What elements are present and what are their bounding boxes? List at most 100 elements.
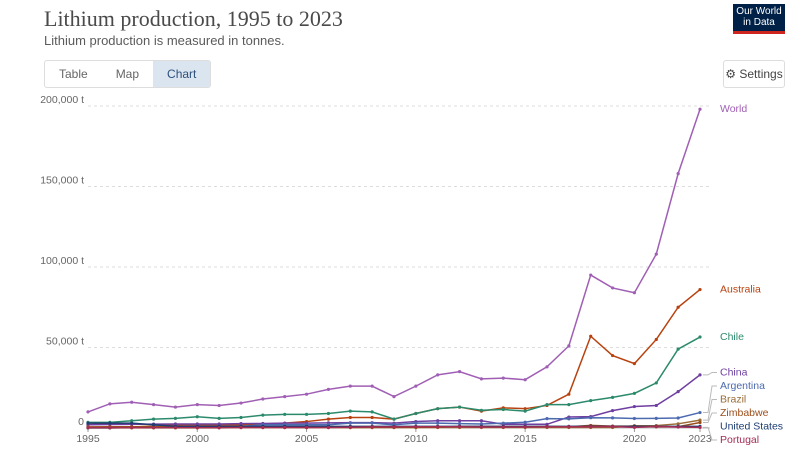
chart-subtitle: Lithium production is measured in tonnes… [44, 33, 285, 48]
logo[interactable]: Our World in Data [733, 4, 785, 34]
data-point [392, 417, 396, 421]
x-tick-label: 1995 [76, 433, 100, 445]
data-point [392, 395, 396, 399]
y-tick-label: 200,000 t [40, 94, 84, 106]
data-point [589, 425, 593, 429]
tab-map[interactable]: Map [115, 67, 140, 81]
data-point [414, 411, 418, 416]
data-point [589, 399, 593, 403]
data-point [676, 390, 680, 394]
data-point [654, 403, 658, 408]
data-point [676, 425, 680, 429]
series-line [88, 336, 701, 424]
data-point [610, 424, 615, 429]
data-point [217, 422, 221, 426]
data-point [261, 413, 265, 417]
data-point [589, 273, 593, 277]
data-point [698, 425, 702, 429]
data-point [676, 422, 680, 426]
label-connector [703, 426, 717, 441]
data-point [501, 421, 505, 425]
data-point [86, 426, 90, 430]
data-point [348, 421, 352, 425]
data-point [173, 422, 178, 426]
data-point [86, 410, 90, 414]
data-point [108, 421, 112, 425]
data-point [326, 411, 331, 416]
x-tick-label: 2000 [186, 433, 210, 445]
data-point [195, 422, 199, 426]
series-label: United States [720, 420, 783, 432]
data-point [217, 403, 221, 408]
data-point [457, 425, 462, 429]
data-point [370, 421, 374, 425]
data-point [545, 417, 549, 421]
data-point [239, 415, 243, 420]
data-point [501, 376, 505, 380]
data-point [370, 425, 374, 429]
data-point [479, 425, 484, 429]
series-label: World [720, 103, 747, 115]
data-point [173, 416, 178, 420]
data-point [632, 291, 637, 295]
data-point [151, 423, 156, 427]
data-point [130, 426, 134, 430]
data-point [523, 425, 527, 429]
data-point [654, 252, 658, 256]
data-point [545, 365, 549, 369]
y-tick-label: 0 [78, 416, 84, 428]
tab-chart[interactable]: Chart [153, 61, 211, 87]
data-point [567, 392, 571, 396]
data-point [436, 373, 440, 377]
data-point [195, 426, 199, 430]
data-point [610, 409, 615, 413]
label-connector [703, 412, 717, 424]
data-point [654, 416, 658, 420]
data-point [392, 425, 396, 429]
data-point [304, 412, 309, 416]
data-point [501, 425, 505, 429]
data-point [130, 419, 134, 423]
data-point [676, 347, 680, 351]
series-label: Chile [720, 331, 744, 343]
data-point [151, 403, 156, 407]
data-point [261, 425, 265, 430]
data-point [348, 384, 352, 388]
data-point [326, 387, 331, 391]
data-point [501, 407, 505, 412]
data-point [283, 425, 287, 430]
x-tick-label: 2023 [688, 433, 712, 445]
data-point [108, 402, 112, 406]
data-point [414, 384, 418, 388]
data-point [326, 417, 331, 421]
data-point [151, 426, 156, 430]
data-point [239, 401, 243, 405]
data-point [632, 362, 637, 366]
tab-table[interactable]: Table [59, 67, 88, 81]
data-point [436, 419, 440, 423]
data-point [217, 416, 221, 420]
data-point [479, 377, 484, 381]
data-point [589, 334, 593, 338]
data-point [632, 391, 637, 395]
data-point [589, 416, 593, 420]
data-point [610, 286, 615, 290]
data-point [348, 425, 352, 429]
settings-button[interactable]: ⚙ Settings [723, 60, 785, 88]
data-point [479, 408, 484, 412]
data-point [654, 337, 658, 342]
x-tick-label: 2020 [623, 433, 647, 445]
data-point [523, 420, 527, 424]
data-point [632, 404, 637, 409]
data-point [457, 419, 462, 423]
data-point [698, 287, 702, 292]
data-point [348, 409, 352, 413]
x-tick-label: 2010 [404, 433, 428, 445]
y-tick-label: 150,000 t [40, 174, 84, 186]
data-point [698, 373, 702, 377]
data-point [239, 422, 243, 426]
label-connector [703, 372, 717, 376]
label-connector [703, 399, 717, 421]
x-tick-label: 2015 [513, 433, 537, 445]
